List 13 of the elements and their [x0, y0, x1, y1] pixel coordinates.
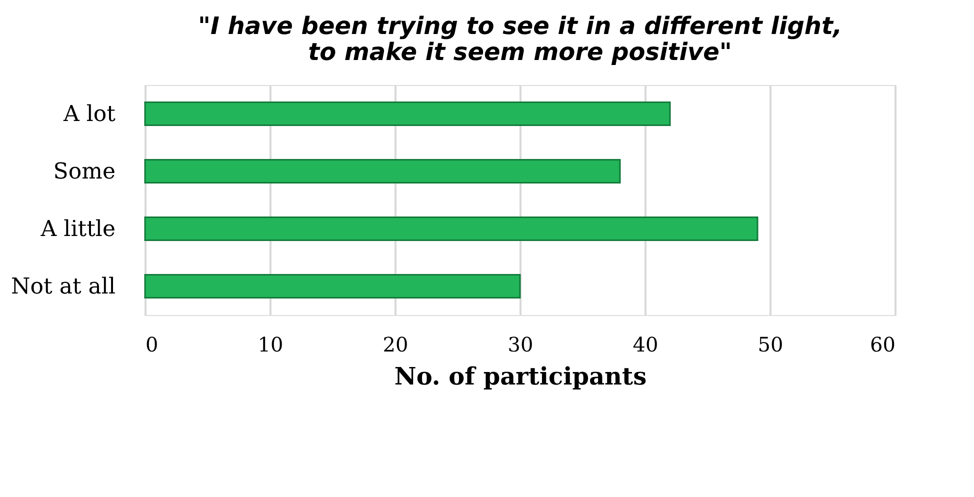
- chart-title: "I have been trying to see it in a different light, to make it seem more positive": [198, 12, 842, 66]
- y-tick-label: Not at all: [11, 274, 116, 300]
- y-tick-label: A lot: [62, 102, 116, 127]
- x-tick-label: 20: [382, 332, 408, 356]
- y-tick-label: Some: [53, 159, 116, 184]
- x-tick-label: 50: [758, 332, 784, 356]
- x-axis-title: No. of participants: [394, 362, 647, 390]
- x-tick-label: 40: [632, 332, 658, 356]
- x-tick-label: 60: [870, 332, 896, 356]
- y-tick-label: A little: [40, 216, 116, 242]
- x-tick-label: 30: [508, 332, 534, 356]
- x-tick-label: 0: [146, 332, 158, 356]
- x-tick-label: 10: [258, 332, 284, 356]
